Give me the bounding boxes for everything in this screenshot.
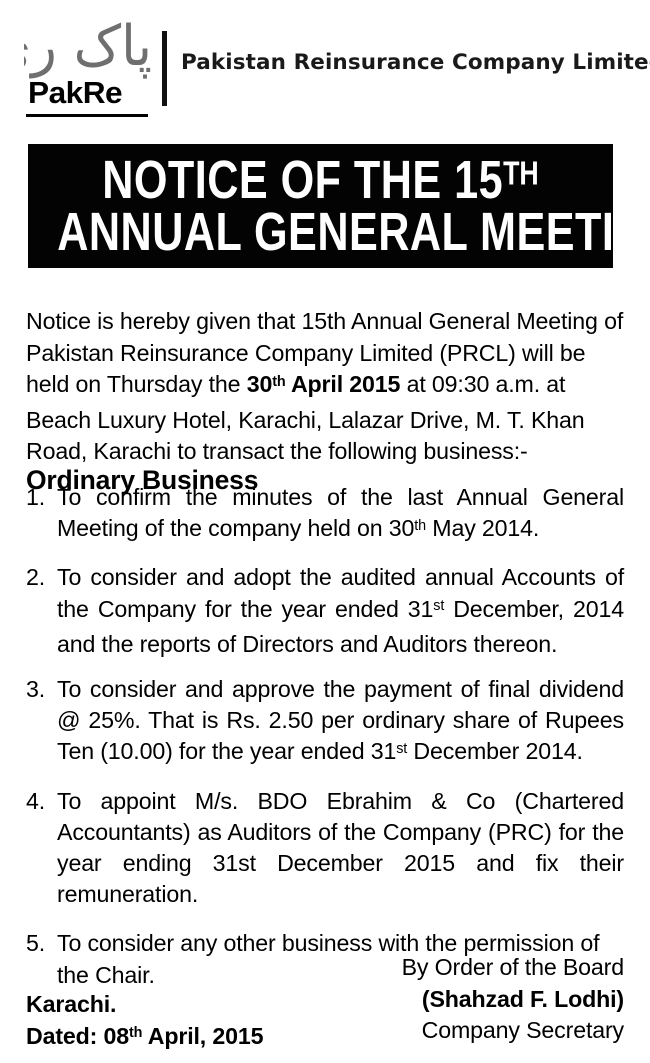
intro-text-trailing: at 09:30 a.m. at Beach Luxury Hotel, Kar… xyxy=(26,371,585,465)
issue-date: Dated: 08th April, 2015 xyxy=(26,1021,326,1057)
place-and-date-block: Karachi. Dated: 08th April, 2015 xyxy=(26,989,326,1056)
header-vertical-divider xyxy=(162,31,167,106)
agenda-item-ordinal-suffix: st xyxy=(396,740,408,757)
agenda-item-text-part-2: December 2014. xyxy=(407,738,583,765)
logo-underline xyxy=(26,114,148,117)
pakre-logo: پاک ری PakRe xyxy=(24,14,152,122)
agenda-item-text-part-2: May 2014. xyxy=(425,515,540,542)
agenda-item: 2. To consider and adopt the audited annu… xyxy=(26,562,624,660)
document-header: پاک ری PakRe Pakistan Reinsurance Compan… xyxy=(0,0,650,134)
intro-date-day: 30 xyxy=(246,371,273,398)
agenda-item-text-part-1: To consider and approve the payment of f… xyxy=(57,676,624,765)
agenda-item: 4. To appoint M/s. BDO Ebrahim & Co (Char… xyxy=(26,786,624,915)
notice-footer: By Order of the Board (Shahzad F. Lodhi)… xyxy=(0,952,650,1063)
issue-place: Karachi. xyxy=(26,991,117,1017)
company-name: Pakistan Reinsurance Company Limited xyxy=(181,50,650,75)
notice-title-banner: NOTICE OF THE 15TH ANNUAL GENERAL MEETIN… xyxy=(28,144,613,268)
banner-title-line-2: ANNUAL GENERAL MEETING xyxy=(57,203,613,263)
agenda-item-ordinal-suffix: st xyxy=(433,598,445,615)
agenda-item-ordinal-suffix: th xyxy=(414,517,426,534)
agenda-item-number: 3. xyxy=(26,676,46,703)
agenda-item-text-part-1: To consider any other business with the … xyxy=(57,930,600,988)
ordinary-business-heading: Ordinary Business xyxy=(26,464,259,495)
agenda-item-text-part-2: December, 2014 and the reports of Direct… xyxy=(57,595,624,657)
intro-date-ordinal-suffix: th xyxy=(272,373,286,390)
notice-intro-paragraph: Notice is hereby given that 15th Annual … xyxy=(26,306,624,468)
banner-title-ordinal-suffix: TH xyxy=(503,155,539,193)
pakre-wordmark: PakRe xyxy=(28,75,123,110)
agenda-item-number: 1. xyxy=(26,484,46,510)
signatory-designation: Company Secretary xyxy=(421,1017,625,1043)
issue-date-label: Dated: 08 xyxy=(26,1022,130,1049)
agenda-item-number: 2. xyxy=(26,564,46,591)
intro-date-month-year: April 2015 xyxy=(285,371,401,398)
agenda-item-text-part-1: To appoint M/s. BDO Ebrahim & Co (Charte… xyxy=(57,787,624,908)
agenda-item-number: 4. xyxy=(26,787,46,814)
urdu-calligraphy-mark: پاک ری xyxy=(24,14,152,79)
intro-meeting-date: 30th April 2015 xyxy=(247,371,401,397)
agenda-item-text-part-1: To consider and adopt the audited annual… xyxy=(57,564,624,622)
banner-title-line-1: NOTICE OF THE 15TH xyxy=(57,150,584,219)
agenda-item: 5. To consider any other business with t… xyxy=(26,928,624,994)
agenda-item-number: 5. xyxy=(26,930,46,957)
issue-date-rest: April, 2015 xyxy=(142,1022,264,1049)
agenda-item: 3. To consider and approve the payment of… xyxy=(26,674,624,772)
agenda-list: 1. To confirm the minutes of the last Ann… xyxy=(26,482,624,1009)
agenda-item: 1. To confirm the minutes of the last Ann… xyxy=(26,482,624,548)
issue-date-ordinal-suffix: th xyxy=(129,1025,143,1042)
banner-title-line-1-text: NOTICE OF THE 15 xyxy=(102,151,504,211)
signatory-name: (Shahzad F. Lodhi) xyxy=(421,985,624,1012)
by-order-of-the-board: By Order of the Board xyxy=(401,954,625,980)
agenda-item-text-part-1: To confirm the minutes of the last Annua… xyxy=(57,484,624,542)
signature-block: By Order of the Board (Shahzad F. Lodhi)… xyxy=(304,952,625,1047)
intro-text-leading: Notice is hereby given that 15th Annual … xyxy=(26,308,624,398)
